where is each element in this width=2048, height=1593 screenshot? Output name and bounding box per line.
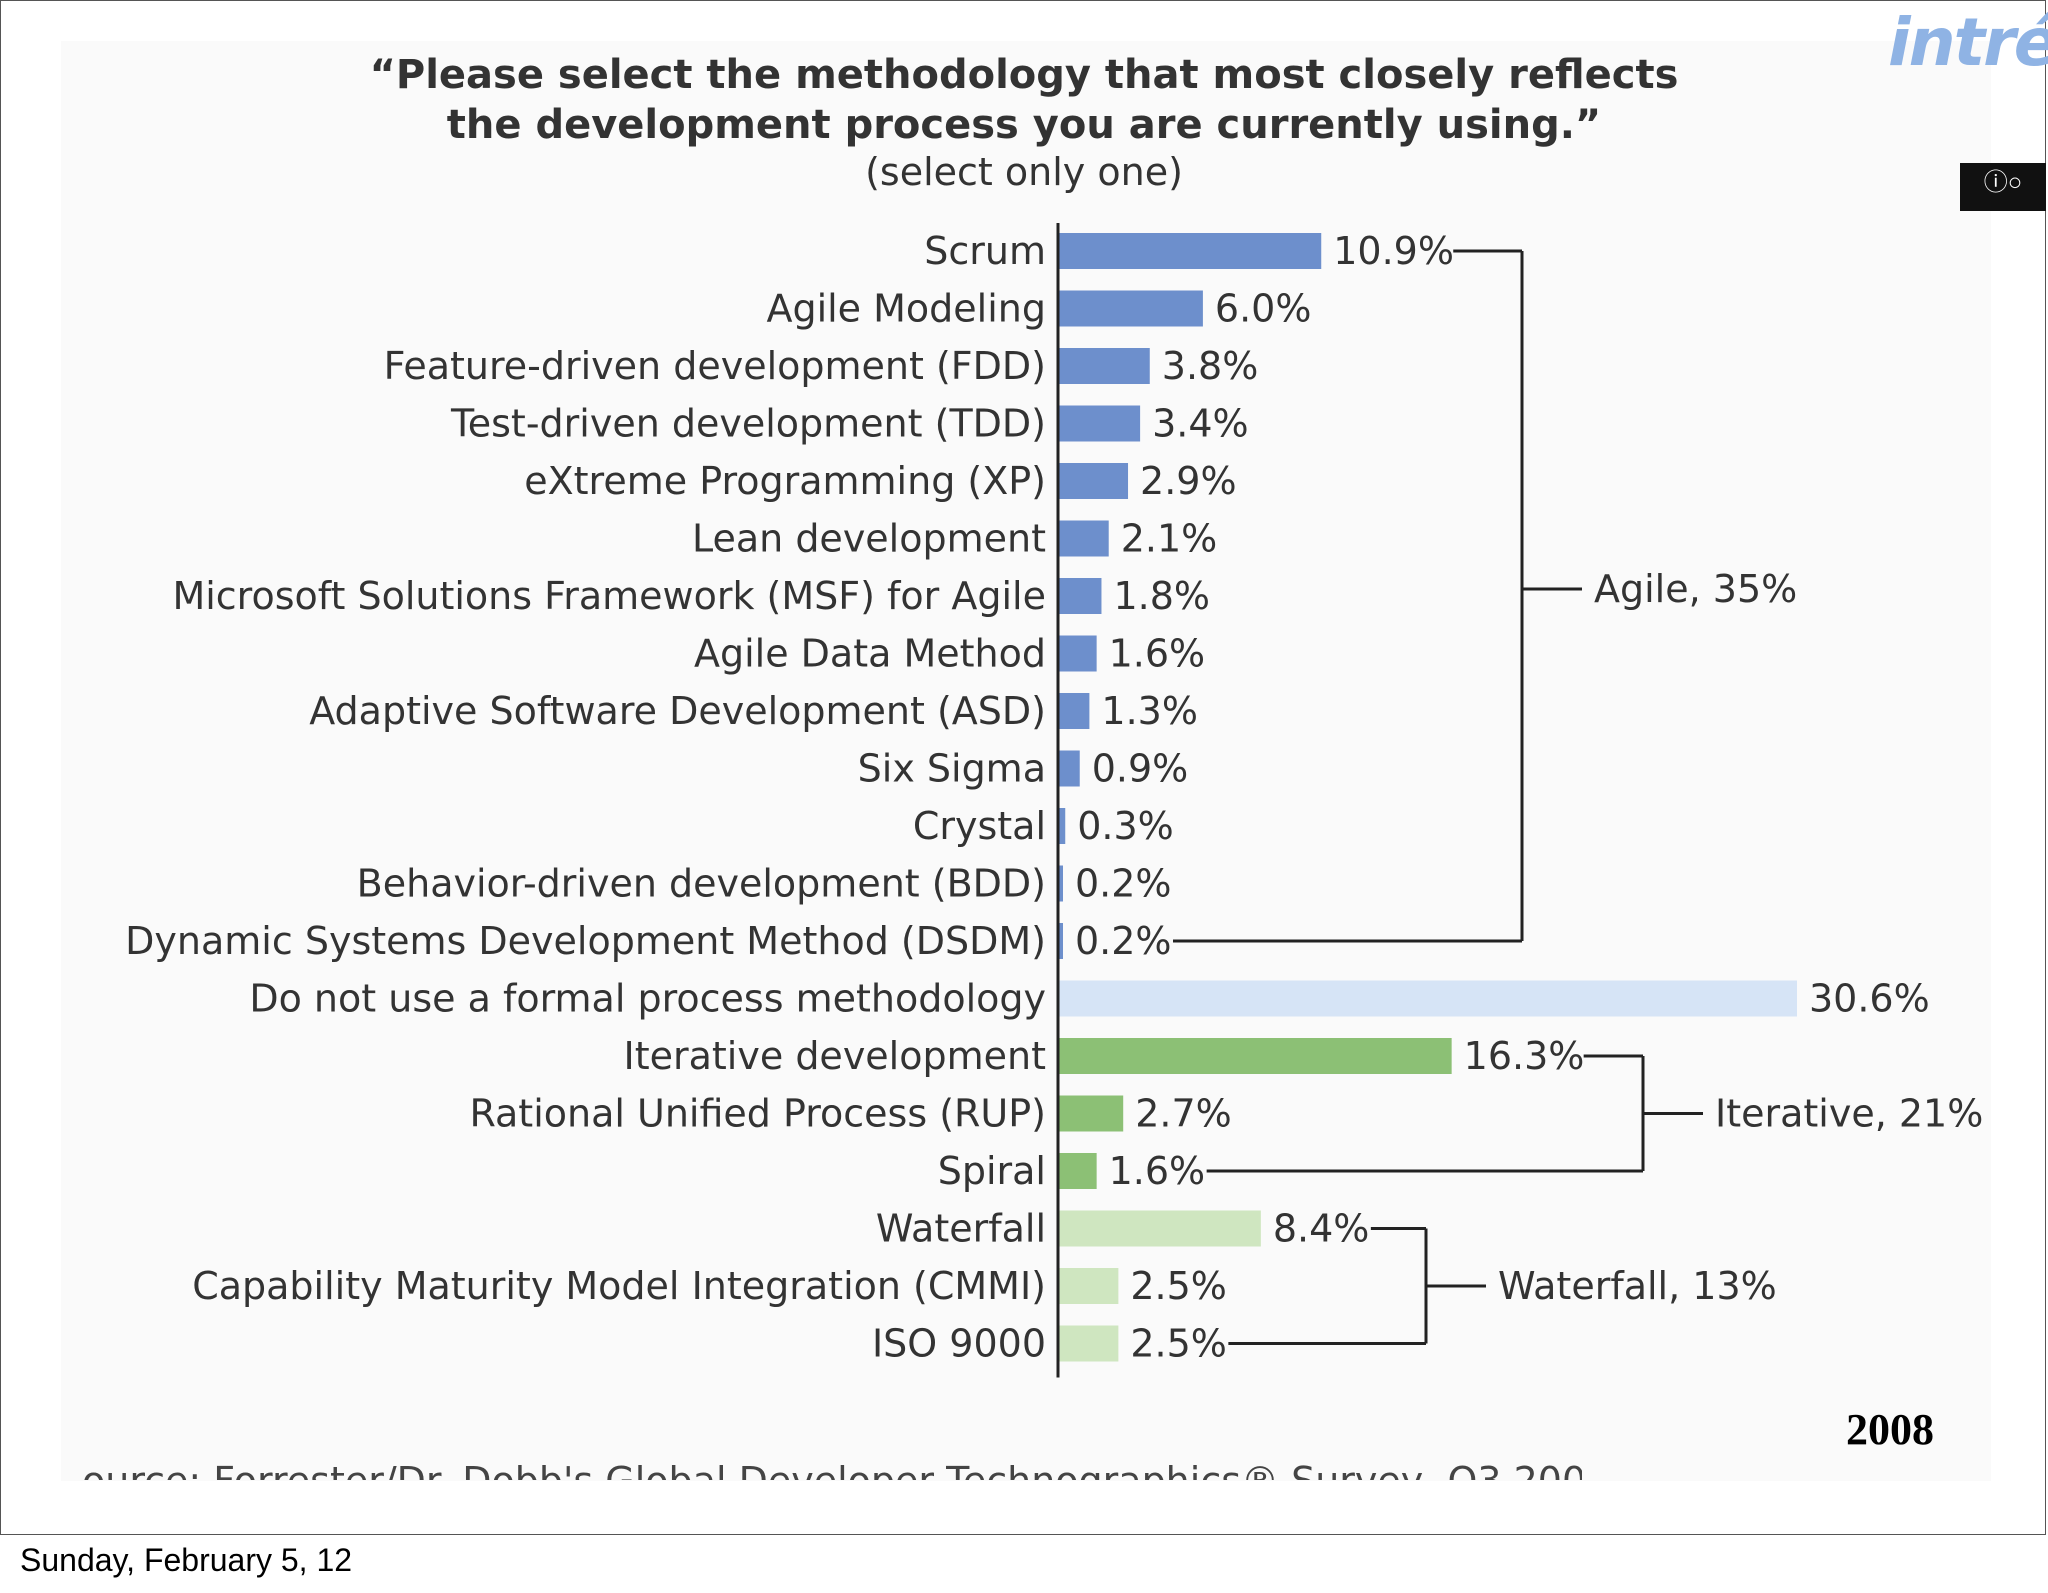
data-label: 10.9%: [1333, 229, 1454, 273]
data-label: 0.2%: [1075, 919, 1172, 963]
data-label: 2.9%: [1140, 459, 1237, 503]
data-label: 2.5%: [1130, 1322, 1227, 1366]
category-label: eXtreme Programming (XP): [524, 459, 1046, 503]
source-note: ource: Forrester/Dr. Dobb's Global Devel…: [82, 1452, 1582, 1480]
category-label: Rational Unified Process (RUP): [469, 1092, 1046, 1136]
bar: [1058, 1210, 1261, 1247]
bar: [1058, 635, 1097, 672]
category-label: Agile Data Method: [694, 632, 1046, 676]
data-label: 1.6%: [1109, 1149, 1206, 1193]
data-label: 30.6%: [1809, 977, 1930, 1021]
group-label: Iterative, 21%: [1715, 1092, 1983, 1136]
bar: [1058, 348, 1150, 384]
data-label: 6.0%: [1215, 287, 1312, 331]
bar: [1058, 463, 1129, 499]
bar: [1058, 808, 1066, 844]
data-label: 8.4%: [1273, 1207, 1370, 1251]
data-label: 3.4%: [1152, 402, 1249, 446]
cc-by-sa-icon: ⓘ○: [1960, 163, 2046, 211]
category-label: Feature-driven development (FDD): [384, 344, 1046, 388]
category-label: Spiral: [938, 1149, 1046, 1193]
chart-subtitle: (select only one): [865, 150, 1183, 194]
category-label: Dynamic Systems Development Method (DSDM…: [125, 919, 1046, 963]
year-label: 2008: [1846, 1405, 1934, 1454]
category-label: ISO 9000: [872, 1322, 1046, 1366]
bar: [1058, 1325, 1119, 1362]
bar: [1058, 865, 1063, 902]
category-label: Six Sigma: [858, 747, 1046, 791]
data-label: 3.8%: [1162, 344, 1259, 388]
category-label: Microsoft Solutions Framework (MSF) for …: [172, 574, 1046, 618]
data-label: 1.3%: [1101, 689, 1198, 733]
category-label: Scrum: [924, 229, 1046, 273]
category-label: Adaptive Software Development (ASD): [309, 689, 1046, 733]
data-label: 16.3%: [1464, 1034, 1585, 1078]
category-label: Iterative development: [624, 1034, 1046, 1078]
category-label: Capability Maturity Model Integration (C…: [192, 1264, 1046, 1308]
bar: [1058, 1095, 1124, 1132]
category-label: Test-driven development (TDD): [450, 402, 1046, 446]
data-label: 0.2%: [1075, 862, 1172, 906]
bar: [1058, 520, 1109, 557]
bar: [1058, 233, 1322, 269]
category-label: Agile Modeling: [766, 287, 1046, 331]
bar: [1058, 405, 1141, 442]
data-label: 1.6%: [1109, 632, 1206, 676]
bar: [1058, 578, 1102, 614]
group-label: Agile, 35%: [1594, 567, 1797, 611]
category-label: Waterfall: [876, 1207, 1046, 1251]
date-footer: Sunday, February 5, 12: [20, 1542, 353, 1578]
slide-frame: [0, 0, 2046, 1535]
category-label: Behavior-driven development (BDD): [357, 862, 1046, 906]
data-label: 2.7%: [1135, 1092, 1232, 1136]
data-label: 2.5%: [1130, 1264, 1227, 1308]
category-label: Lean development: [692, 517, 1046, 561]
category-label: Do not use a formal process methodology: [249, 977, 1046, 1021]
bar: [1058, 290, 1203, 327]
data-label: 2.1%: [1121, 517, 1218, 561]
category-label: Crystal: [913, 804, 1046, 848]
bar: [1058, 980, 1797, 1017]
intre-logo: intré: [1888, 4, 2048, 81]
group-label: Waterfall, 13%: [1498, 1264, 1777, 1308]
data-label: 0.3%: [1077, 804, 1174, 848]
chart-title-line-1: “Please select the methodology that most…: [369, 52, 1679, 98]
bar: [1058, 1268, 1119, 1304]
data-label: 1.8%: [1113, 574, 1210, 618]
bar: [1058, 923, 1063, 959]
bar: [1058, 750, 1080, 787]
chart-panel: [61, 41, 1991, 1481]
chart-title-line-2: the development process you are currentl…: [446, 102, 1602, 148]
data-label: 0.9%: [1092, 747, 1189, 791]
bar: [1058, 1153, 1097, 1189]
bar: [1058, 1038, 1452, 1074]
bar: [1058, 693, 1090, 729]
